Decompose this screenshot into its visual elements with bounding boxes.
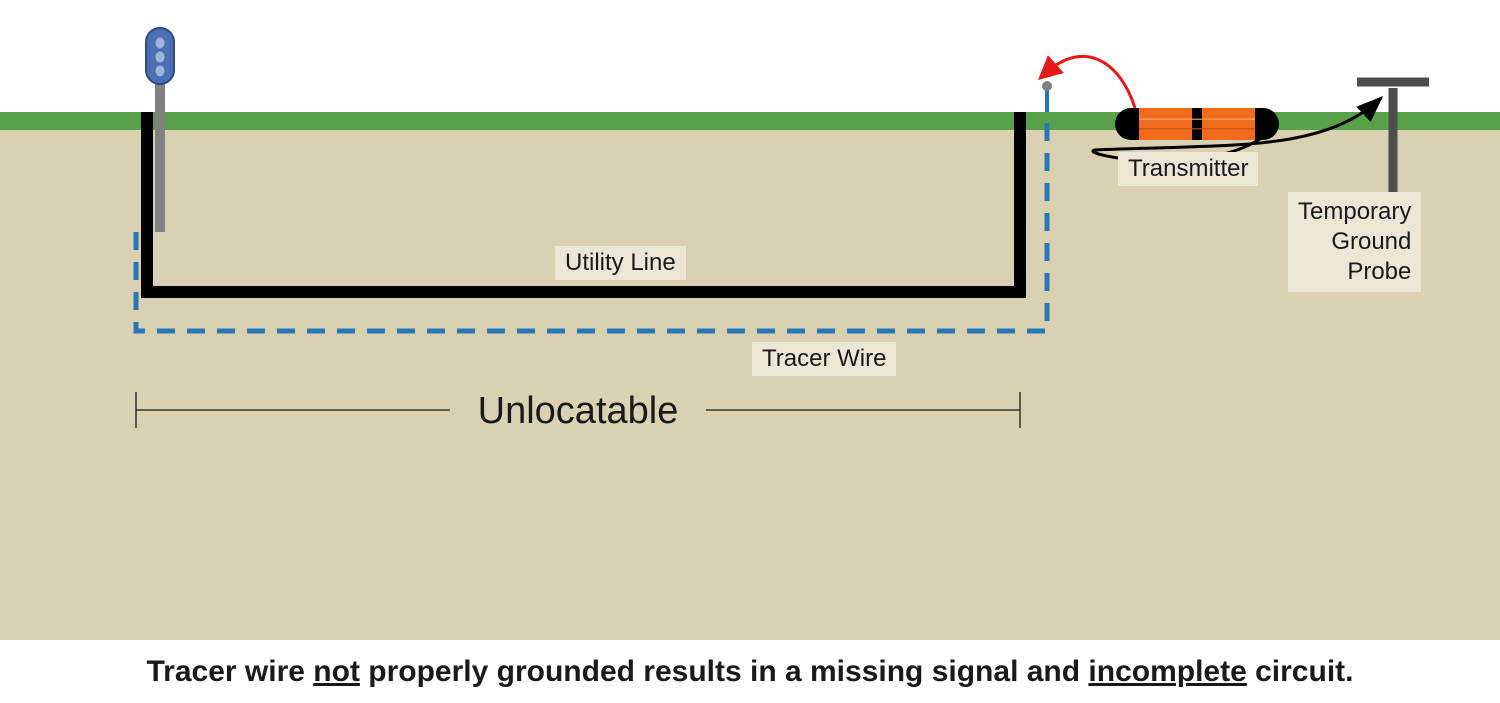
marker-post-stem (155, 72, 165, 232)
transmitter-label: Transmitter (1118, 152, 1258, 186)
sky-region (0, 0, 1500, 130)
diagram-caption: Tracer wire not properly grounded result… (40, 655, 1460, 689)
transmitter-device (1115, 108, 1279, 140)
caption-underline-not: not (313, 655, 360, 688)
earth-region (0, 130, 1500, 640)
utility-line-label: Utility Line (555, 246, 686, 280)
caption-underline-incomplete: incomplete (1088, 655, 1246, 688)
measure-text: Unlocatable (478, 390, 679, 432)
diagram-svg: Unlocatable (0, 0, 1500, 698)
marker-dot-icon (156, 38, 165, 49)
caption-mid: properly grounded results in a missing s… (360, 655, 1088, 688)
ground-probe-label-l2: Ground (1331, 228, 1411, 255)
tracer-wire-diagram: Unlocatable Utility Line Tracer Wire Tra… (0, 0, 1500, 698)
marker-dot-icon (156, 52, 165, 63)
marker-dot-icon (156, 66, 165, 77)
ground-probe-label-l3: Probe (1347, 258, 1411, 285)
ground-probe-label: Temporary Ground Probe (1288, 192, 1421, 292)
caption-pre: Tracer wire (147, 655, 314, 688)
ground-probe-label-l1: Temporary (1298, 198, 1411, 225)
tracer-wire-label: Tracer Wire (752, 342, 896, 376)
tracer-access-terminal (1042, 81, 1052, 91)
caption-post: circuit. (1247, 655, 1354, 688)
